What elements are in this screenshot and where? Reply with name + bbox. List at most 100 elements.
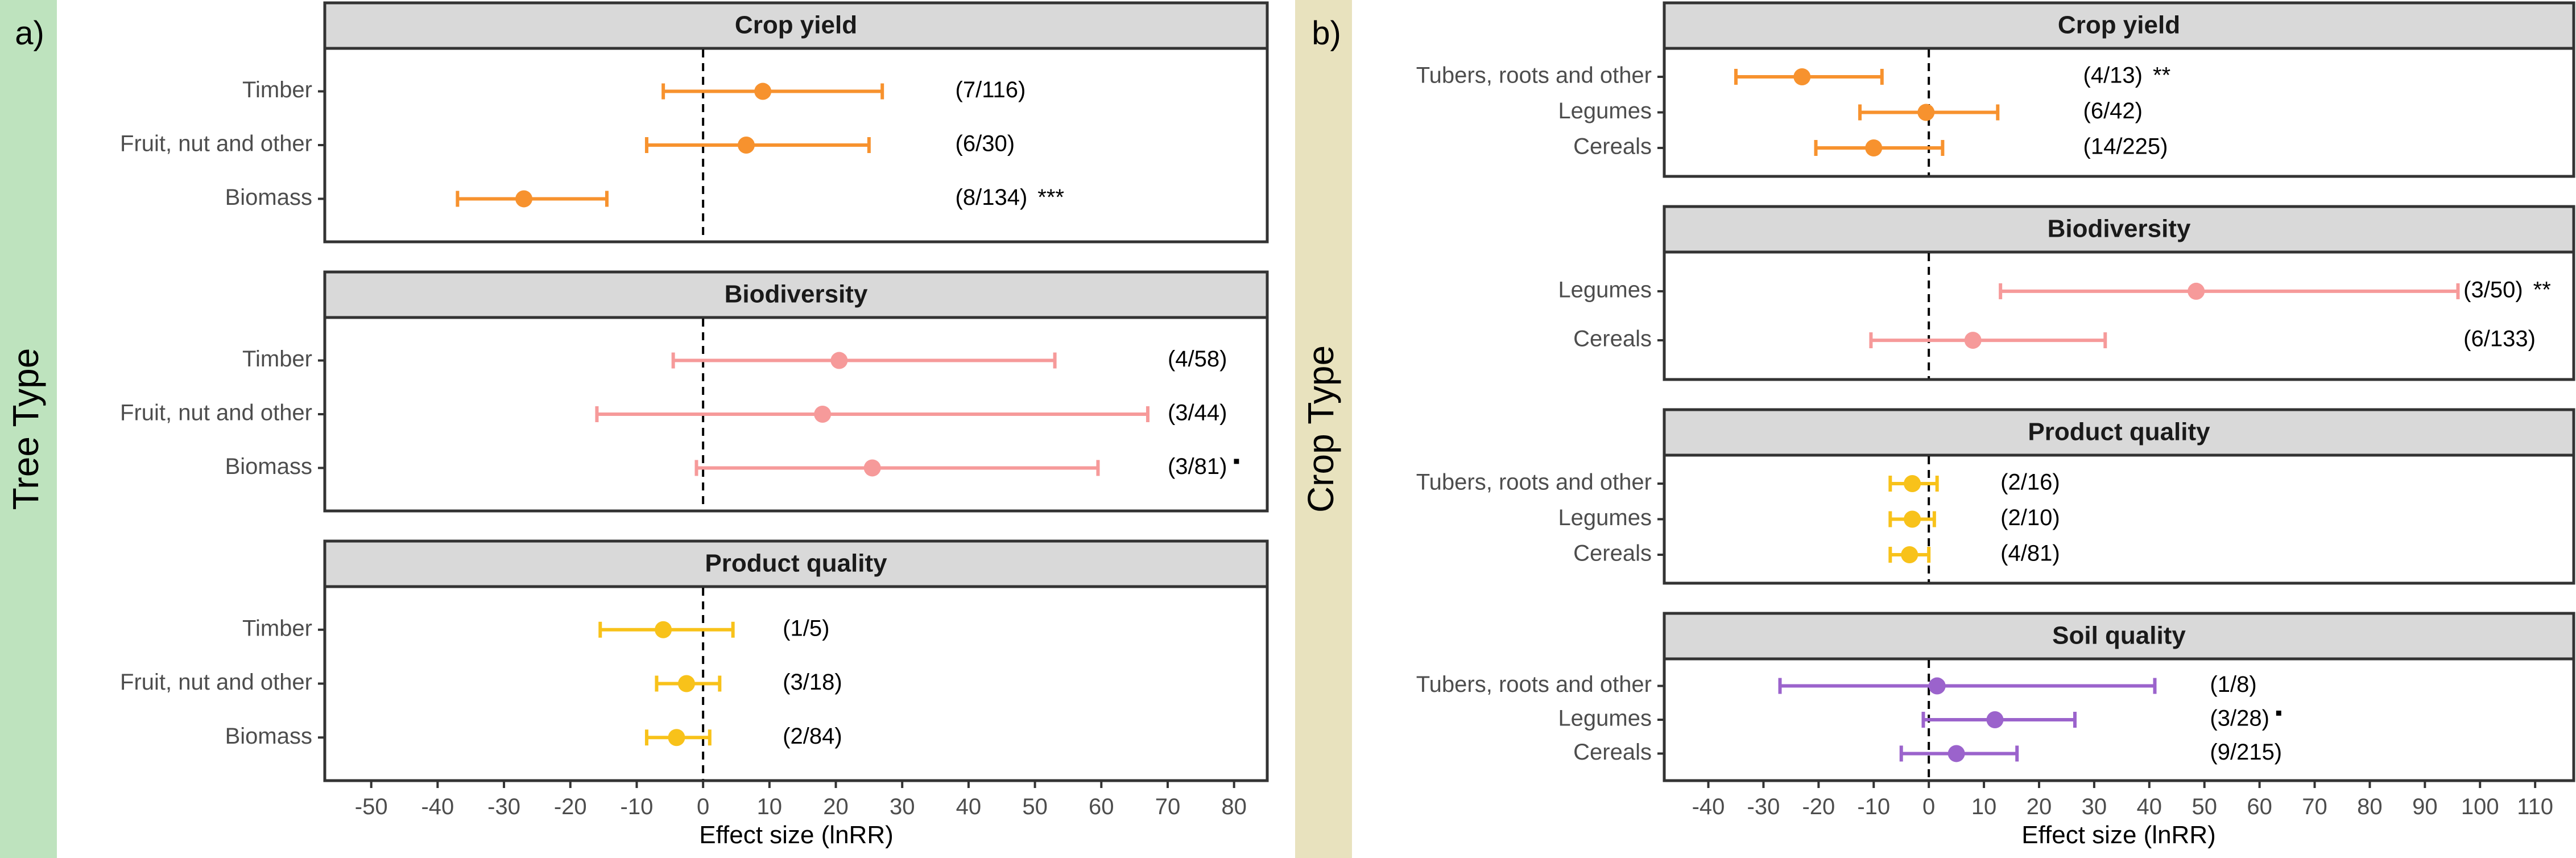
x-tick-label: 110 [2517, 794, 2553, 819]
x-tick-label: 80 [2357, 794, 2383, 819]
y-tick-label: Biomass [225, 454, 312, 479]
sample-size-label: (1/8) [2210, 672, 2256, 697]
x-tick-label: -50 [355, 794, 388, 819]
chart-panel-a: Tree Type a) Crop yield Timber (7/116) Fruit,… [0, 0, 1269, 858]
sample-size-label: (6/30) [956, 131, 1015, 156]
y-tick-label: Legumes [1558, 505, 1652, 530]
point-estimate [655, 621, 672, 638]
y-tick-label: Legumes [1558, 277, 1652, 302]
significance-marker: ▪ [1233, 449, 1240, 472]
facet-title: Crop yield [735, 11, 857, 39]
sample-size-label: (3/50) [2463, 277, 2523, 302]
point-estimate [1917, 104, 1935, 121]
effect-row: Biomass (2/84) [225, 724, 842, 749]
point-estimate [830, 352, 848, 369]
point-estimate [754, 82, 772, 100]
facet-header [323, 1, 1269, 50]
panel-label: b) [1312, 15, 1341, 52]
x-tick-label: 90 [2412, 794, 2438, 819]
effect-row: Biomass (3/81) ▪ [225, 449, 1241, 479]
y-tick-label: Fruit, nut and other [120, 131, 312, 156]
group-label: Tree Type [5, 348, 46, 510]
point-estimate [1901, 546, 1918, 563]
x-tick-label: 30 [2082, 794, 2107, 819]
facet-title: Biodiversity [725, 280, 868, 308]
sample-size-label: (1/5) [783, 616, 829, 641]
x-tick-label: 70 [1155, 794, 1181, 819]
facet-title: Crop yield [2058, 11, 2180, 39]
y-tick-label: Biomass [225, 185, 312, 210]
facet-soil-quality: Soil quality Tubers, roots and other (1/8)… [1416, 612, 2575, 782]
panel-label: a) [15, 15, 44, 52]
effect-row: Cereals (4/81) [1573, 541, 2060, 566]
sample-size-label: (6/133) [2463, 327, 2536, 352]
x-axis-title: Effect size (lnRR) [2021, 821, 2216, 849]
sample-size-label: (3/18) [783, 670, 842, 695]
x-tick-label: 20 [2027, 794, 2052, 819]
x-tick-label: -20 [1802, 794, 1835, 819]
facet-panel [323, 585, 1269, 782]
effect-row: Timber (7/116) [242, 77, 1026, 102]
significance-marker: ** [2153, 63, 2170, 88]
y-tick-label: Legumes [1558, 706, 1652, 731]
effect-row: Tubers, roots and other (4/13) ** [1416, 63, 2170, 88]
point-estimate [668, 729, 685, 746]
significance-marker: ** [2533, 277, 2551, 302]
x-tick-label: -20 [554, 794, 587, 819]
x-tick-label: -30 [487, 794, 520, 819]
point-estimate [1904, 475, 1921, 492]
facet-biodiversity: Biodiversity Legumes (3/50) ** Cereals (6/133… [1558, 205, 2575, 381]
effect-row: Timber (1/5) [242, 616, 829, 641]
y-tick-label: Cereals [1573, 740, 1652, 765]
group-strip [0, 0, 57, 858]
x-tick-label: -30 [1747, 794, 1780, 819]
point-estimate [515, 190, 533, 208]
facet-title: Soil quality [2052, 622, 2186, 650]
facet-title: Product quality [705, 550, 887, 578]
y-tick-label: Cereals [1573, 134, 1652, 159]
y-tick-label: Timber [242, 346, 312, 372]
x-tick-label: 60 [2247, 794, 2272, 819]
point-estimate [814, 406, 832, 423]
x-tick-label: -10 [1857, 794, 1890, 819]
facet-header [323, 270, 1269, 319]
effect-row: Biomass (8/134) *** [225, 185, 1064, 210]
y-tick-label: Cereals [1573, 541, 1652, 566]
sample-size-label: (2/16) [2000, 470, 2060, 495]
sample-size-label: (4/58) [1168, 346, 1227, 372]
x-tick-label: 80 [1221, 794, 1247, 819]
sample-size-label: (7/116) [956, 77, 1026, 102]
effect-row: Fruit, nut and other (3/44) [120, 401, 1227, 426]
y-tick-label: Tubers, roots and other [1416, 672, 1652, 697]
facet-panel [1663, 250, 2575, 381]
sample-size-label: (3/81) [1168, 454, 1227, 479]
sample-size-label: (4/81) [2000, 541, 2060, 566]
x-axis: -40 -30 -20 -10 0 10 20 30 40 50 60 70 80 90 100 110 Eff… [1692, 781, 2553, 849]
x-axis-title: Effect size (lnRR) [699, 821, 894, 849]
effect-row: Cereals (6/133) [1573, 327, 2536, 352]
sample-size-label: (8/134) [956, 185, 1028, 210]
x-tick-label: -40 [1692, 794, 1725, 819]
effect-row: Cereals (9/215) [1573, 740, 2282, 765]
facet-panel [1663, 453, 2575, 585]
facet-product-quality: Product quality Timber (1/5) Fruit, nut and… [120, 539, 1269, 782]
y-tick-label: Fruit, nut and other [120, 670, 312, 695]
facet-crop-yield: Crop yield Tubers, roots and other (4/13) *… [1416, 1, 2575, 178]
x-tick-label: 60 [1089, 794, 1114, 819]
x-tick-label: 50 [1022, 794, 1048, 819]
point-estimate [737, 137, 755, 154]
effect-row: Fruit, nut and other (6/30) [120, 131, 1015, 156]
x-tick-label: -40 [421, 794, 454, 819]
y-tick-label: Biomass [225, 724, 312, 749]
y-tick-label: Timber [242, 77, 312, 102]
sample-size-label: (14/225) [2083, 134, 2168, 159]
point-estimate [1947, 745, 1965, 762]
effect-row: Fruit, nut and other (3/18) [120, 670, 842, 695]
x-tick-label: 10 [757, 794, 783, 819]
effect-row: Legumes (2/10) [1558, 505, 2060, 530]
point-estimate [863, 459, 881, 477]
x-tick-label: 50 [2192, 794, 2217, 819]
facet-header [1663, 1, 2575, 50]
y-tick-label: Legumes [1558, 98, 1652, 123]
